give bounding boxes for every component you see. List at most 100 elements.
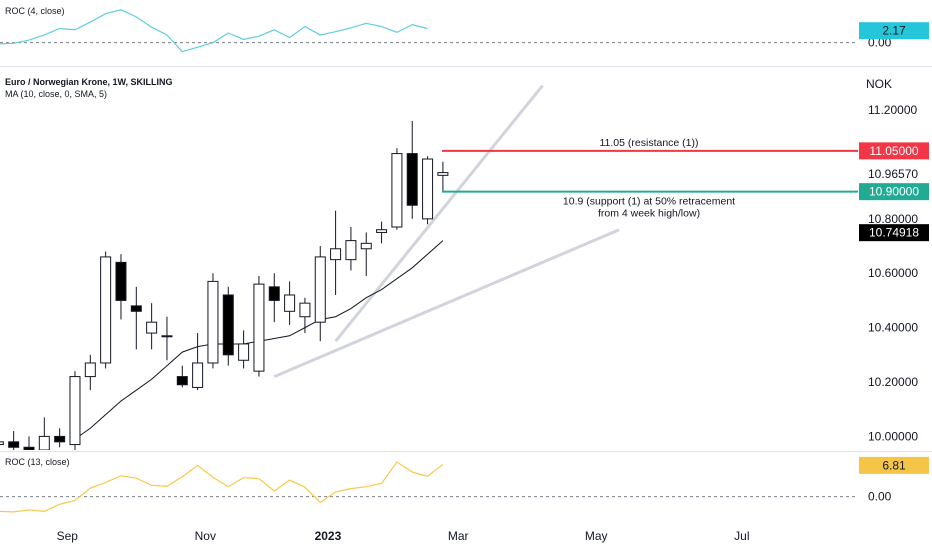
candle-body-down (176, 376, 188, 386)
candle (38, 417, 50, 450)
candle (314, 246, 326, 342)
candle-body-up (422, 158, 434, 220)
candle-body-up (84, 362, 96, 378)
support-price-tag-bg (859, 183, 929, 201)
candle (268, 273, 280, 323)
roc4-line (0, 9, 428, 53)
candle (100, 251, 112, 369)
support-label-line2: from 4 week high/low) (598, 208, 700, 220)
candle (437, 161, 449, 192)
candle-body-up (100, 256, 112, 364)
candle-body-up (253, 283, 265, 372)
roc13-line (0, 461, 444, 513)
price-tick-label: 10.00000 (868, 429, 918, 443)
trendline-1 (334, 84, 544, 343)
time-axis-label: Mar (448, 529, 469, 543)
symbol-title: Euro / Norwegian Krone, 1W, SKILLING (5, 77, 173, 87)
candle-body-up (345, 240, 357, 261)
candle (23, 436, 35, 450)
candle-body-up (360, 242, 372, 250)
time-axis-label: May (585, 529, 608, 543)
price-tick-label: 10.20000 (868, 375, 918, 389)
ma-price-tag: 10.74918 (869, 226, 919, 240)
candle-body-up (0, 441, 4, 446)
candle (130, 286, 142, 350)
candle-body-up (238, 343, 250, 361)
candle-body-up (284, 294, 296, 312)
candle (391, 148, 403, 230)
support-price-tag: 10.90000 (869, 185, 919, 199)
roc4-value-tag: 2.17 (882, 24, 906, 38)
candle (345, 227, 357, 271)
candle-body-down (130, 305, 142, 312)
candle (284, 281, 296, 325)
time-axis: Sep Nov 2023 Mar May Jul (57, 529, 750, 543)
candle (176, 365, 188, 388)
candle (422, 156, 434, 225)
resistance-price-tag-bg (859, 142, 929, 160)
candle (192, 333, 204, 391)
time-axis-label: Sep (57, 529, 79, 543)
candle (0, 441, 4, 446)
candle-body-up (161, 335, 173, 338)
candle-body-up (69, 376, 81, 446)
roc4-legend: ROC (4, close) (5, 5, 65, 17)
roc13-value-tag-bg (859, 456, 929, 474)
roc13-legend: ROC (13, close) (5, 456, 70, 468)
price-legend: Euro / Norwegian Krone, 1W, SKILLING MA … (5, 76, 173, 100)
resistance-price-tag: 11.05000 (869, 144, 918, 158)
candle-body-up (314, 256, 326, 323)
candle-body-up (437, 172, 449, 176)
candle-body-down (23, 446, 35, 450)
price-tick-label: 11.20000 (868, 103, 917, 117)
roc13-panel: 0.00 6.81 (0, 456, 929, 513)
candle (253, 275, 265, 377)
resistance-label: 11.05 (resistance (1)) (599, 137, 698, 149)
roc13-title: ROC (13, close) (5, 457, 70, 467)
candle (161, 316, 173, 361)
price-panel: 11.05 (resistance (1)) 10.9 (support (1) … (0, 84, 929, 450)
time-axis-label: 2023 (315, 529, 342, 543)
candle (8, 430, 20, 450)
candle-body-down (54, 435, 66, 443)
price-tick-label: 10.80000 (868, 212, 918, 226)
price-tick-label: 10.40000 (868, 321, 918, 335)
candle-body-up (146, 321, 158, 334)
candle (146, 303, 158, 350)
price-tick-label: 10.60000 (868, 266, 918, 280)
trendline-2 (273, 228, 620, 378)
roc4-title: ROC (4, close) (5, 6, 65, 16)
candle-body-down (268, 286, 280, 301)
candle (406, 120, 418, 219)
price-plot-area (0, 84, 620, 450)
roc4-panel: 0.002.17 (0, 9, 929, 53)
candle (360, 232, 372, 276)
candle-body-up (38, 435, 50, 450)
candle-body-up (376, 229, 388, 233)
time-axis-label: Jul (734, 529, 749, 543)
candle-body-up (330, 248, 342, 261)
candle-body-down (222, 294, 234, 356)
currency-label: NOK (866, 77, 893, 91)
time-axis-label: Nov (195, 529, 216, 543)
candle-body-down (8, 441, 20, 448)
roc13-zero-label: 0.00 (868, 490, 892, 504)
candle (238, 330, 250, 369)
candle (69, 371, 81, 450)
roc13-value-tag: 6.81 (882, 458, 906, 472)
ma-legend: MA (10, close, 0, SMA, 5) (5, 89, 108, 99)
candle (299, 297, 311, 334)
candle-body-up (391, 153, 403, 228)
last-price-label: 10.96570 (868, 167, 918, 181)
candle (376, 221, 388, 244)
candle-body-down (406, 153, 418, 206)
grid-separators (0, 66, 932, 452)
candle-body-up (299, 302, 311, 318)
candle (207, 273, 219, 369)
candle-body-down (115, 261, 127, 301)
candle (222, 286, 234, 366)
roc4-value-tag-bg (859, 22, 929, 40)
candle (330, 210, 342, 295)
support-label: 10.9 (support (1) at 50% retracement (563, 196, 735, 208)
